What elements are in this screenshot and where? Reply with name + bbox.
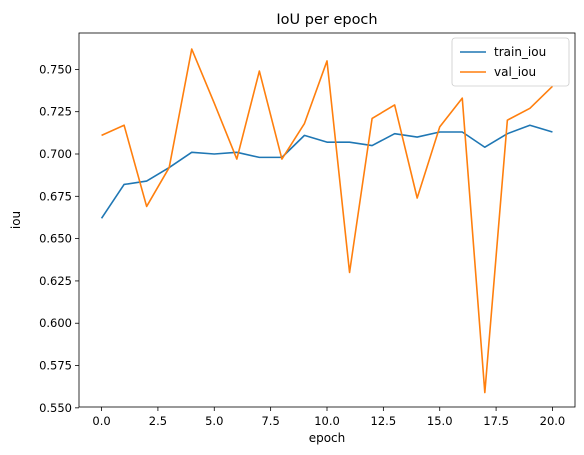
legend-box	[451, 37, 570, 87]
y-tick-label: 0.750	[39, 62, 72, 76]
legend-label-val-iou: val_iou	[494, 65, 536, 79]
y-tick-label: 0.575	[39, 359, 72, 373]
x-axis: 0.0 2.5 5.0 7.5 10.0 12.5 15.0 17.5 20.0	[92, 407, 565, 428]
x-tick-label: 15.0	[427, 414, 453, 428]
series-layer	[100, 48, 554, 394]
x-tick-label: 20.0	[540, 414, 566, 428]
legend-label-train-iou: train_iou	[494, 45, 546, 59]
x-axis-label: epoch	[309, 431, 346, 445]
x-tick-label: 5.0	[205, 414, 223, 428]
x-tick-label: 10.0	[314, 414, 340, 428]
y-tick-label: 0.725	[39, 105, 72, 119]
x-tick-label: 7.5	[261, 414, 279, 428]
y-tick-label: 0.675	[39, 189, 72, 203]
x-tick-label: 0.0	[92, 414, 110, 428]
series-line-train-iou	[100, 124, 553, 219]
y-tick-label: 0.650	[39, 232, 72, 246]
y-tick-label: 0.600	[39, 316, 72, 330]
x-tick-label: 12.5	[371, 414, 397, 428]
chart-title: IoU per epoch	[276, 12, 377, 28]
series-line-val-iou	[101, 48, 554, 394]
y-axis: 0.550 0.575 0.600 0.625 0.650 0.675 0.700 0.725…	[39, 62, 79, 415]
x-tick-label: 2.5	[149, 414, 167, 428]
y-tick-label: 0.700	[39, 147, 72, 161]
y-tick-label: 0.550	[39, 401, 72, 415]
legend: train_iou val_iou	[451, 37, 570, 87]
x-tick-label: 17.5	[483, 414, 509, 428]
y-tick-label: 0.625	[39, 274, 72, 288]
plot-frame	[78, 32, 576, 408]
y-axis-label: iou	[9, 211, 23, 229]
